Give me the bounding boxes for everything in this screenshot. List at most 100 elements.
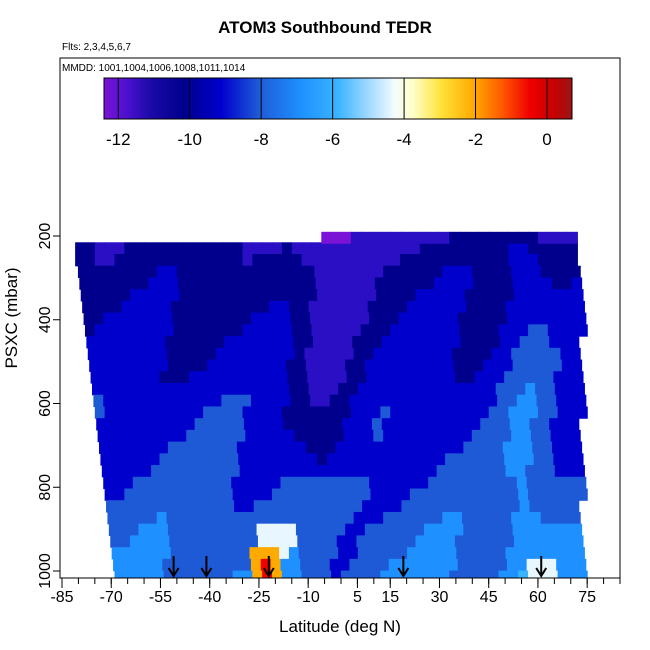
heatmap-cell — [281, 570, 293, 578]
heatmap-cell — [556, 394, 567, 408]
heatmap-cell — [343, 429, 355, 443]
heatmap-cell — [480, 336, 491, 349]
heatmap-cell — [288, 382, 300, 396]
heatmap-cell — [363, 429, 374, 443]
heatmap-cell — [405, 535, 417, 548]
heatmap-cell — [92, 300, 103, 314]
heatmap-cell — [257, 289, 269, 302]
heatmap-cell — [242, 242, 253, 255]
heatmap-cell — [370, 324, 381, 337]
heatmap-cell — [467, 476, 479, 490]
heatmap-cell — [121, 465, 132, 478]
heatmap-cell — [359, 476, 370, 490]
heatmap-cell — [114, 324, 125, 337]
heatmap-cell — [400, 242, 411, 255]
heatmap-cell — [286, 359, 297, 372]
heatmap-cell — [573, 371, 584, 384]
heatmap-cell — [388, 558, 400, 572]
heatmap-cell — [300, 312, 311, 325]
heatmap-cell — [353, 429, 365, 443]
heatmap-cell — [279, 547, 290, 560]
heatmap-cell — [504, 371, 515, 384]
heatmap-cell — [236, 277, 248, 290]
heatmap-cell — [183, 242, 194, 255]
heatmap-cell — [222, 570, 234, 578]
heatmap-cell — [449, 231, 460, 244]
heatmap-cell — [276, 523, 287, 537]
heatmap-cell — [333, 347, 345, 361]
heatmap-cell — [439, 231, 450, 244]
x-axis-label: Latitude (deg N) — [279, 617, 401, 636]
heatmap-cell — [553, 453, 564, 466]
heatmap-cell — [556, 558, 567, 572]
heatmap-cell — [547, 570, 559, 578]
heatmap-cell — [425, 371, 436, 384]
heatmap-cell — [521, 347, 532, 361]
heatmap-cell — [225, 511, 237, 525]
heatmap-cell — [432, 511, 443, 525]
heatmap-cell — [132, 394, 144, 408]
heatmap-cell — [369, 394, 380, 408]
heatmap-cell — [506, 558, 518, 572]
heatmap-cell — [499, 500, 511, 513]
heatmap-cell — [381, 336, 393, 349]
heatmap-cell — [280, 558, 291, 572]
colorbar-tick-label: -6 — [325, 130, 340, 149]
heatmap-cell — [570, 347, 581, 361]
heatmap-cell — [218, 289, 230, 302]
heatmap-cell — [432, 265, 443, 279]
heatmap-cell — [478, 406, 490, 419]
heatmap-cell — [378, 312, 390, 325]
heatmap-cell — [120, 535, 131, 548]
heatmap-cell — [564, 382, 576, 396]
heatmap-cell — [84, 254, 96, 267]
heatmap-cell — [183, 570, 194, 578]
heatmap-cell — [439, 570, 450, 578]
heatmap-cell — [222, 324, 234, 337]
heatmap-cell — [283, 336, 294, 349]
heatmap-cell — [402, 429, 414, 443]
heatmap-cell — [149, 371, 161, 384]
heatmap-cell — [483, 277, 494, 290]
heatmap-cell — [429, 570, 441, 578]
heatmap-cell — [163, 570, 175, 578]
heatmap-cell — [461, 511, 473, 525]
heatmap-cell — [511, 347, 522, 361]
heatmap-cell — [522, 277, 533, 290]
heatmap-cell — [196, 511, 207, 525]
mmdd-label: MMDD: 1001,1004,1006,1008,1011,1014 — [62, 63, 246, 74]
heatmap-cell — [459, 242, 470, 255]
heatmap-cell — [380, 242, 391, 255]
heatmap-cell — [429, 231, 441, 244]
heatmap-cell — [546, 394, 557, 408]
heatmap-cell — [384, 359, 396, 372]
heatmap-cell — [111, 382, 123, 396]
heatmap-cell — [567, 254, 578, 267]
heatmap-cell — [186, 429, 197, 443]
heatmap-cell — [266, 277, 277, 290]
heatmap-cell — [369, 558, 380, 572]
heatmap-cell — [288, 300, 300, 314]
heatmap-cell — [222, 254, 234, 267]
x-tick-label: 30 — [431, 589, 449, 606]
heatmap-cell — [243, 500, 255, 513]
heatmap-cell — [274, 265, 286, 279]
heatmap-cell — [570, 429, 581, 443]
heatmap-cell — [373, 265, 384, 279]
heatmap-cell — [540, 265, 552, 279]
heatmap-cell — [310, 312, 321, 325]
heatmap-cell — [186, 347, 197, 361]
heatmap-cell — [383, 347, 394, 361]
heatmap-cell — [238, 453, 249, 466]
colorbar-tick-label: -4 — [397, 130, 412, 149]
heatmap-cell — [129, 535, 141, 548]
heatmap-cell — [400, 406, 411, 419]
heatmap-cell — [460, 500, 471, 513]
heatmap-cell — [355, 359, 366, 372]
heatmap-cell — [308, 465, 320, 478]
heatmap-cell — [277, 371, 289, 384]
heatmap-cell — [257, 453, 269, 466]
heatmap-cell — [158, 277, 169, 290]
heatmap-cell — [501, 347, 512, 361]
heatmap-cell — [84, 242, 96, 255]
